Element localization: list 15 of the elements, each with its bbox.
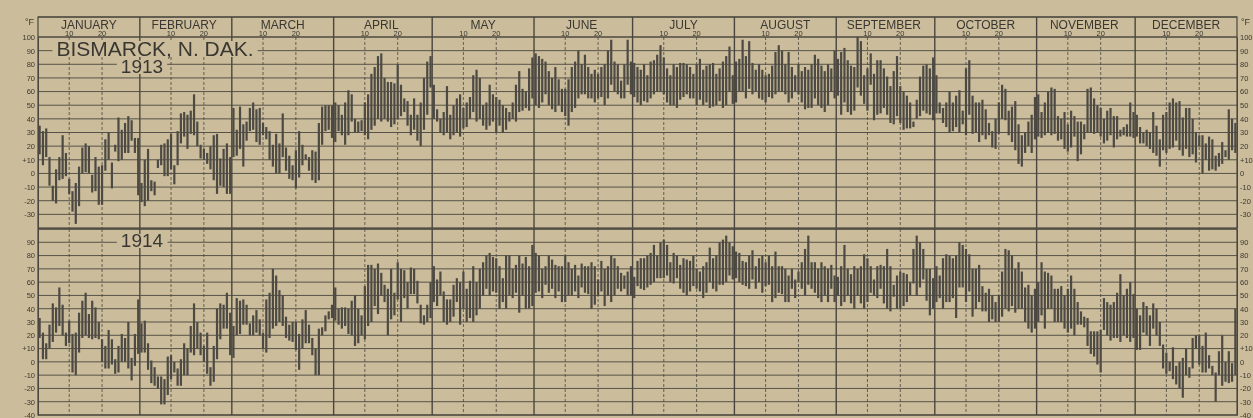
x2-tick-label: JUNE: [565, 18, 598, 32]
x2-tick-label: NOVEMBER: [1049, 18, 1119, 32]
x2-tick-label: MAY: [470, 18, 496, 32]
annotation: 1914: [120, 230, 164, 251]
x2-tick-label: MARCH: [260, 18, 305, 32]
x2-tick-label: JULY: [669, 18, 698, 32]
y-axis-title: °F: [24, 17, 35, 27]
x2-tick-label: AUGUST: [760, 18, 811, 32]
x2-tick-label: SEPTEMBER: [846, 18, 922, 32]
x2-tick-label: JANUARY: [61, 18, 117, 32]
x2-tick-label: FEBRUARY: [151, 18, 217, 32]
x2-tick-label: DECEMBER: [1152, 18, 1221, 32]
x2-tick-label: APRIL: [363, 18, 399, 32]
x2-tick-label: OCTOBER: [956, 18, 1016, 32]
y2-axis-title: °F: [1241, 17, 1251, 27]
